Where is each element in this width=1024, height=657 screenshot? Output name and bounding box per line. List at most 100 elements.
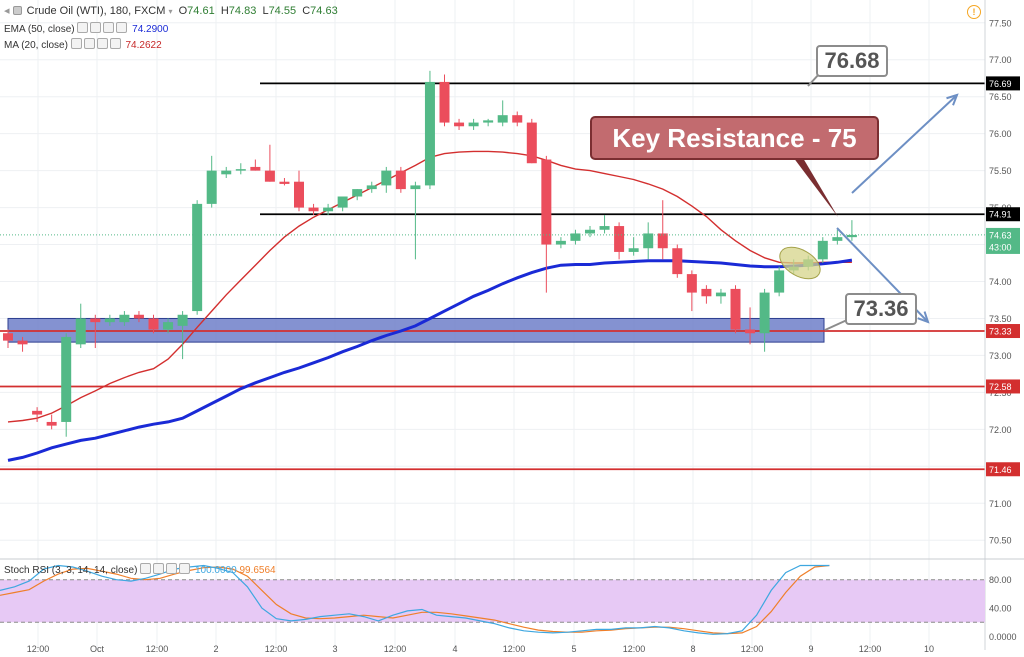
crossover-ellipse — [779, 246, 821, 280]
candle-body — [672, 248, 683, 275]
lower-target-text: 73.36 — [853, 296, 909, 321]
candle-body — [628, 248, 639, 252]
candle-body — [264, 170, 275, 182]
ema-value: 74.2900 — [132, 24, 169, 35]
candle-body — [32, 410, 43, 415]
time-tick-label: 12:00 — [859, 644, 882, 654]
candle-body — [497, 115, 508, 123]
stoch-tick-label: 40.00 — [989, 604, 1012, 614]
open-value: 74.61 — [187, 5, 215, 17]
level-price-label: 73.33 — [989, 327, 1012, 337]
close-value: 74.63 — [310, 5, 338, 17]
candle-body — [133, 314, 144, 319]
level-price-tag — [986, 207, 1020, 222]
candle-body — [177, 314, 188, 326]
more-icon[interactable] — [179, 563, 191, 574]
time-tick-label: 12:00 — [623, 644, 646, 654]
candle-body — [235, 169, 246, 171]
settings-icon[interactable] — [83, 38, 95, 49]
lower-target-callout: 73.36 — [845, 293, 917, 325]
candle-body — [468, 122, 479, 127]
candle-body — [323, 207, 334, 212]
candle-body — [657, 233, 668, 249]
time-tick-label: 5 — [571, 644, 576, 654]
settings-icon[interactable] — [153, 563, 165, 574]
settings-icon[interactable] — [90, 22, 102, 33]
candle-body — [279, 181, 290, 184]
stoch-band — [0, 579, 985, 623]
price-tick-label: 76.50 — [989, 92, 1012, 102]
price-tick-label: 77.50 — [989, 18, 1012, 28]
ema-legend: EMA (50, close) 74.2900 — [4, 22, 168, 35]
time-tick-label: 3 — [332, 644, 337, 654]
close-icon[interactable] — [96, 38, 108, 49]
candle-body — [148, 318, 159, 330]
close-icon[interactable] — [103, 22, 115, 33]
candle-body — [686, 274, 697, 293]
dropdown-icon[interactable]: ▾ — [168, 7, 173, 16]
candle-body — [90, 318, 101, 323]
stoch-d-line — [0, 564, 830, 635]
candle-body — [221, 170, 232, 175]
candle-body — [337, 196, 348, 208]
candle-body — [250, 166, 261, 171]
candle-icon — [12, 6, 22, 15]
price-pane-bg — [0, 0, 985, 557]
high-value: 74.83 — [228, 5, 257, 17]
time-axis: 12:00 Oct 12:00 2 12:00 3 12:00 4 12:00 5 12:00 8 12… — [27, 644, 934, 654]
lower-callout-pointer — [824, 319, 848, 331]
down-arrow-head — [917, 311, 930, 324]
candle-body — [715, 292, 726, 297]
ema-50-line — [7, 258, 853, 462]
ma-label: MA (20, close) — [4, 40, 68, 51]
stoch-k-line — [0, 564, 830, 635]
last-price-tag — [986, 227, 1020, 254]
candle-body — [541, 159, 552, 245]
key-resistance-callout: Key Resistance - 75 — [590, 116, 879, 160]
price-tick-label: 77.00 — [989, 55, 1012, 65]
more-icon[interactable] — [116, 22, 128, 33]
eye-icon[interactable] — [70, 38, 82, 49]
price-tick-label: 73.00 — [989, 351, 1012, 361]
candle-body — [410, 185, 421, 190]
up-arrow-head — [946, 93, 959, 106]
time-tick-label: 9 — [808, 644, 813, 654]
candle-body — [17, 340, 28, 345]
time-tick-label: 12:00 — [27, 644, 50, 654]
level-price-label: 71.46 — [989, 465, 1012, 475]
countdown-label: 43:00 — [989, 242, 1012, 252]
more-icon[interactable] — [109, 38, 121, 49]
stoch-rsi-pane: 80.00 40.00 0.0000 — [0, 558, 1024, 642]
stoch-tick-label: 0.0000 — [989, 632, 1017, 642]
candle-body — [701, 288, 712, 297]
eye-icon[interactable] — [140, 563, 152, 574]
chevron-icon[interactable]: ◂ — [4, 5, 10, 17]
candle-body — [75, 318, 86, 345]
eye-icon[interactable] — [77, 22, 89, 33]
stoch-label: Stoch RSI (3, 3, 14, 14, close) — [4, 565, 138, 576]
candle-body — [643, 233, 654, 249]
candle-body — [395, 170, 406, 190]
candle-body — [308, 207, 319, 212]
horizontal-levels — [0, 82, 985, 471]
warning-icon[interactable]: ! — [967, 5, 981, 19]
candle-body — [614, 226, 625, 252]
time-tick-label: 2 — [213, 644, 218, 654]
symbol-header: ◂ Crude Oil (WTI), 180, FXCM ▾ O74.61 H7… — [4, 4, 338, 17]
stoch-k-value: 100.0000 — [194, 565, 237, 576]
price-tick-label: 72.00 — [989, 425, 1012, 435]
close-icon[interactable] — [166, 563, 178, 574]
low-label: L — [262, 5, 269, 17]
ma-value: 74.2622 — [125, 40, 162, 51]
candle-body — [555, 240, 566, 245]
level-price-label: 72.58 — [989, 382, 1012, 392]
candle-body — [192, 203, 203, 312]
candle-body — [381, 170, 392, 186]
price-tick-label: 73.50 — [989, 314, 1012, 324]
candle-body — [119, 314, 130, 323]
candle-body — [366, 185, 377, 190]
candle-body — [512, 115, 523, 123]
candle-body — [3, 333, 13, 341]
